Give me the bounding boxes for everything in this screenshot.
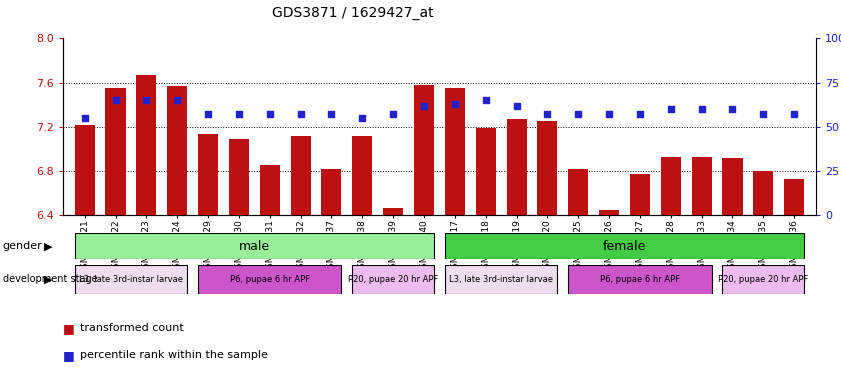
Text: P6, pupae 6 hr APF: P6, pupae 6 hr APF [230,275,309,284]
Bar [352,136,373,215]
Point [479,97,493,103]
Point [386,111,399,118]
Text: ■: ■ [63,322,75,335]
Text: transformed count: transformed count [80,323,183,333]
Bar [722,157,743,215]
Text: ▶: ▶ [44,241,52,251]
Point [787,111,801,118]
Bar [321,169,341,215]
Text: P20, pupae 20 hr APF: P20, pupae 20 hr APF [348,275,438,284]
Point [726,106,739,112]
Text: percentile rank within the sample: percentile rank within the sample [80,350,267,360]
Bar [383,209,403,215]
Text: development stage: development stage [3,274,98,285]
Point [757,111,770,118]
Bar [599,210,619,215]
Point [325,111,338,118]
Point [695,106,708,112]
Point [263,111,277,118]
Bar [198,265,341,294]
Point [201,111,214,118]
Point [633,111,647,118]
Text: gender: gender [3,241,42,251]
Text: L3, late 3rd-instar larvae: L3, late 3rd-instar larvae [449,275,553,284]
Point [572,111,585,118]
Point [232,111,246,118]
Text: female: female [603,240,646,253]
Text: P20, pupae 20 hr APF: P20, pupae 20 hr APF [718,275,808,284]
Bar [569,265,711,294]
Text: ■: ■ [63,349,75,362]
Bar [75,124,95,215]
Bar [754,171,774,215]
Bar [229,139,249,215]
Bar [167,86,188,215]
Bar [445,265,558,294]
Point [417,103,431,109]
Bar [506,119,526,215]
Bar [75,265,188,294]
Bar [260,166,280,215]
Point [356,115,369,121]
Bar [445,233,804,259]
Bar [722,265,804,294]
Point [602,111,616,118]
Bar [352,265,434,294]
Point [140,97,153,103]
Text: male: male [239,240,270,253]
Bar [630,174,650,215]
Bar [136,75,156,215]
Point [171,97,184,103]
Point [294,111,307,118]
Text: GDS3871 / 1629427_at: GDS3871 / 1629427_at [272,6,434,20]
Bar [784,179,804,215]
Point [448,101,462,107]
Bar [476,128,495,215]
Point [664,106,678,112]
Bar [537,121,558,215]
Point [78,115,92,121]
Bar [661,157,681,215]
Text: ▶: ▶ [44,274,52,285]
Bar [569,169,588,215]
Bar [291,136,310,215]
Point [108,97,122,103]
Bar [198,134,218,215]
Text: P6, pupae 6 hr APF: P6, pupae 6 hr APF [600,275,680,284]
Point [510,103,523,109]
Bar [105,88,125,215]
Bar [414,85,434,215]
Text: L3, late 3rd-instar larvae: L3, late 3rd-instar larvae [79,275,183,284]
Bar [445,88,465,215]
Bar [75,233,434,259]
Point [541,111,554,118]
Bar [691,157,711,215]
